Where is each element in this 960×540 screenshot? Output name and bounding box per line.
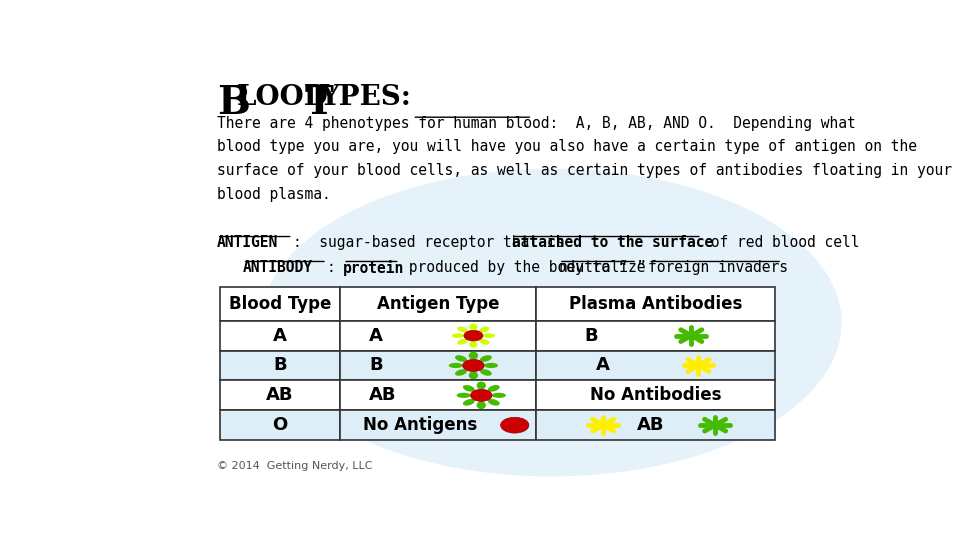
Ellipse shape	[455, 369, 467, 376]
Text: blood type you are, you will have you also have a certain type of antigen on the: blood type you are, you will have you al…	[217, 139, 917, 154]
Text: B: B	[274, 356, 287, 374]
Text: ANTIBODY: ANTIBODY	[243, 260, 313, 275]
Text: AB: AB	[266, 386, 294, 404]
Circle shape	[463, 360, 484, 372]
Text: YPES:: YPES:	[320, 84, 411, 111]
Text: T: T	[304, 84, 333, 122]
Ellipse shape	[457, 393, 470, 398]
Ellipse shape	[448, 363, 463, 368]
Text: No Antibodies: No Antibodies	[589, 386, 721, 404]
Ellipse shape	[479, 339, 490, 345]
Ellipse shape	[457, 327, 468, 333]
Text: Blood Type: Blood Type	[228, 295, 331, 313]
Circle shape	[500, 417, 529, 433]
Bar	[537, 380, 775, 410]
Ellipse shape	[261, 168, 842, 476]
Text: :: :	[326, 260, 353, 275]
Text: A: A	[596, 356, 610, 374]
Ellipse shape	[484, 363, 498, 368]
Ellipse shape	[488, 385, 500, 392]
Bar	[340, 350, 537, 380]
Text: © 2014  Getting Nerdy, LLC: © 2014 Getting Nerdy, LLC	[217, 462, 372, 471]
Ellipse shape	[452, 333, 464, 338]
Bar	[537, 287, 775, 321]
Bar	[340, 380, 537, 410]
Text: foreign invaders: foreign invaders	[648, 260, 788, 275]
Ellipse shape	[483, 333, 495, 338]
Ellipse shape	[469, 323, 477, 330]
Ellipse shape	[468, 372, 478, 379]
Ellipse shape	[468, 352, 478, 360]
Text: protein: protein	[344, 260, 404, 276]
Ellipse shape	[480, 369, 492, 376]
Text: Antigen Type: Antigen Type	[376, 295, 499, 313]
Ellipse shape	[455, 355, 467, 362]
Text: LOOD: LOOD	[237, 84, 328, 111]
Text: There are 4 phenotypes for human blood:  A, B, AB, AND O.  Depending what: There are 4 phenotypes for human blood: …	[217, 116, 855, 131]
Text: ”: ”	[637, 260, 655, 275]
Text: :  sugar-based receptor that is: : sugar-based receptor that is	[293, 235, 572, 250]
Bar	[537, 321, 775, 350]
Ellipse shape	[476, 401, 486, 409]
Bar	[221, 350, 340, 380]
Text: AB: AB	[370, 386, 396, 404]
Ellipse shape	[463, 385, 474, 392]
Text: AB: AB	[636, 416, 664, 434]
Text: Plasma Antibodies: Plasma Antibodies	[569, 295, 742, 313]
Text: attached to the surface: attached to the surface	[512, 235, 713, 250]
Circle shape	[464, 330, 483, 341]
Bar	[537, 350, 775, 380]
Text: No Antigens: No Antigens	[363, 416, 477, 434]
Bar	[221, 380, 340, 410]
Ellipse shape	[476, 382, 486, 389]
Text: neutralize: neutralize	[559, 260, 646, 275]
Ellipse shape	[480, 355, 492, 362]
Text: B: B	[217, 84, 250, 122]
Text: A: A	[273, 327, 287, 345]
Ellipse shape	[457, 339, 468, 345]
Ellipse shape	[488, 399, 500, 406]
Bar	[221, 410, 340, 440]
Text: O: O	[273, 416, 288, 434]
Text: ANTIGEN: ANTIGEN	[217, 235, 278, 250]
Bar	[340, 410, 537, 440]
Circle shape	[470, 389, 492, 401]
Text: B: B	[370, 356, 383, 374]
Text: A: A	[370, 327, 383, 345]
Ellipse shape	[479, 327, 490, 333]
Ellipse shape	[469, 341, 477, 348]
Ellipse shape	[463, 399, 474, 406]
Bar	[340, 287, 537, 321]
Bar	[340, 321, 537, 350]
Bar	[221, 321, 340, 350]
Bar	[537, 410, 775, 440]
Text: blood plasma.: blood plasma.	[217, 187, 330, 201]
Text: B: B	[584, 327, 598, 345]
Text: produced by the body to “: produced by the body to “	[399, 260, 627, 275]
Text: of red blood cell: of red blood cell	[702, 235, 859, 250]
Ellipse shape	[492, 393, 506, 398]
Text: surface of your blood cells, as well as certain types of antibodies floating in : surface of your blood cells, as well as …	[217, 163, 951, 178]
Bar	[221, 287, 340, 321]
